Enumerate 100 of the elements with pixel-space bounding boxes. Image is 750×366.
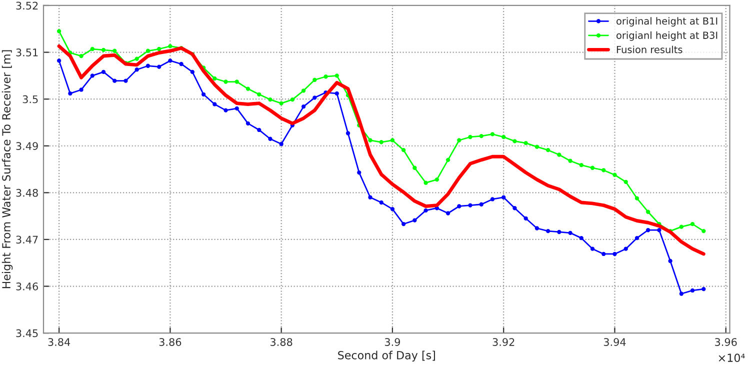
- point: [168, 44, 172, 48]
- point: [690, 222, 695, 226]
- point: [334, 74, 339, 78]
- point: [124, 78, 128, 83]
- point: [334, 91, 339, 96]
- point: [368, 138, 372, 142]
- point: [212, 102, 217, 106]
- point: [190, 70, 195, 74]
- point: [702, 228, 706, 234]
- y-tick-label: 3.46: [16, 282, 38, 290]
- point: [56, 58, 62, 63]
- point: [646, 210, 650, 214]
- point: [512, 139, 517, 144]
- point: [212, 76, 217, 81]
- point: [502, 134, 506, 140]
- point: [134, 56, 139, 61]
- point: [657, 228, 662, 232]
- point: [346, 131, 350, 136]
- point: [257, 92, 262, 96]
- y-tick-label: 3.52: [16, 2, 38, 10]
- point: [156, 64, 162, 69]
- point: [457, 138, 462, 142]
- point: [524, 140, 528, 146]
- x-tick-label: 3.84: [48, 338, 70, 346]
- point: [502, 195, 506, 200]
- x-tick-label: 3.9: [384, 338, 400, 346]
- point: [301, 104, 306, 109]
- point: [468, 134, 472, 140]
- y-axis-title: Height From Water Surface To Receiver [m]: [2, 50, 13, 288]
- point: [390, 206, 395, 212]
- point: [468, 203, 472, 208]
- point: [246, 121, 250, 126]
- point: [690, 288, 695, 293]
- point: [234, 80, 239, 84]
- point: [224, 108, 228, 112]
- point: [634, 196, 640, 200]
- point: [268, 97, 272, 102]
- point: [156, 46, 162, 52]
- point: [101, 70, 106, 74]
- point: [479, 134, 484, 138]
- point: [546, 228, 550, 234]
- x-tick-label: 3.96: [715, 338, 737, 346]
- point: [56, 29, 62, 34]
- y-tick-label: 3.51: [16, 48, 38, 56]
- point: [534, 144, 540, 149]
- point: [179, 62, 184, 66]
- point: [168, 58, 172, 63]
- point: [557, 230, 562, 234]
- point: [146, 64, 150, 68]
- text: ×10⁴: [718, 354, 745, 362]
- point: [612, 172, 617, 177]
- point: [412, 218, 417, 222]
- point: [546, 148, 550, 152]
- point: [446, 211, 450, 216]
- point: [312, 96, 317, 100]
- point: [590, 166, 595, 170]
- point: [324, 74, 328, 79]
- point: [401, 222, 406, 226]
- point: [612, 252, 617, 256]
- point: [268, 136, 272, 141]
- point: [246, 86, 250, 91]
- legend-label: original height at B1I: [616, 17, 718, 27]
- point: [257, 128, 262, 132]
- legend-label: Fusion results: [616, 46, 682, 54]
- point: [424, 180, 428, 185]
- point: [512, 206, 517, 210]
- point: [646, 228, 650, 232]
- point: [379, 200, 384, 205]
- point: [112, 78, 117, 83]
- point: [624, 180, 628, 184]
- point: [201, 92, 206, 96]
- point: [312, 78, 317, 82]
- point: [279, 142, 284, 146]
- point: [79, 54, 84, 58]
- y-tick-label: 3.47: [16, 236, 38, 244]
- point: [679, 292, 684, 296]
- point: [401, 148, 406, 152]
- point: [368, 195, 372, 200]
- point: [379, 140, 384, 144]
- point: [668, 258, 672, 264]
- point: [679, 224, 684, 229]
- point: [134, 68, 139, 72]
- point: [434, 177, 439, 182]
- point: [457, 204, 462, 208]
- point: [79, 88, 84, 92]
- point: [412, 166, 417, 170]
- point: [490, 132, 495, 136]
- point: [424, 208, 428, 213]
- point: [479, 202, 484, 206]
- point: [146, 48, 150, 53]
- x-tick-label: 3.92: [492, 338, 514, 346]
- point: [579, 162, 584, 168]
- point: [702, 286, 706, 292]
- point: [590, 246, 595, 251]
- point: [112, 48, 117, 53]
- point: [90, 46, 94, 52]
- x-axis-title: Second of Day [s]: [338, 350, 435, 362]
- point: [634, 236, 640, 240]
- point: [534, 226, 540, 230]
- point: [557, 152, 562, 157]
